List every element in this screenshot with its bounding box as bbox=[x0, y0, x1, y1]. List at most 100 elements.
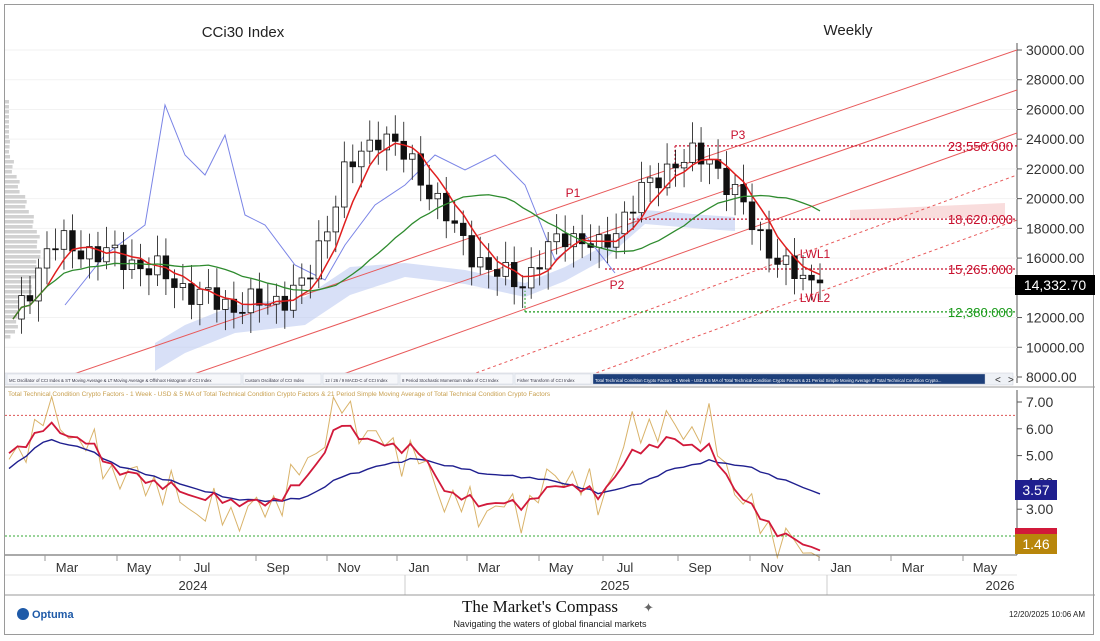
candle-body bbox=[145, 268, 153, 276]
pivot-annotation: P3 bbox=[731, 128, 746, 142]
volume-profile-bar bbox=[5, 125, 9, 129]
volume-profile-bar bbox=[5, 295, 27, 299]
indicator-title: Total Technical Condition Crypto Factors… bbox=[8, 391, 551, 398]
indicator-tab-bar: MC Oscillator of CCI Index & ST Moving A… bbox=[4, 372, 1014, 386]
volume-profile-bar bbox=[5, 245, 37, 249]
volume-profile-bar bbox=[5, 335, 11, 339]
volume-profile-bar bbox=[5, 170, 12, 174]
indicator-tab-label: Fisher Transform of CCI Index bbox=[517, 378, 575, 383]
month-label: Mar bbox=[902, 560, 925, 575]
candle-body bbox=[69, 230, 76, 252]
candle-body bbox=[621, 211, 628, 235]
tab-prev-icon: < bbox=[995, 375, 1001, 386]
candle-body bbox=[544, 241, 552, 270]
volume-profile-bar bbox=[5, 320, 17, 324]
volume-profile-bar bbox=[5, 290, 32, 294]
volume-profile-bar bbox=[5, 325, 18, 329]
level-label: 23,550.000 bbox=[948, 139, 1013, 154]
volume-profile-bar bbox=[5, 255, 41, 259]
trend-channel-line bbox=[184, 89, 1018, 378]
candle-body bbox=[443, 192, 450, 222]
candle-body bbox=[629, 211, 637, 214]
candle-body bbox=[103, 247, 110, 263]
tcf-ma5-line bbox=[8, 421, 821, 552]
volume-profile-bar bbox=[5, 310, 24, 314]
volume-profile-bar bbox=[5, 185, 18, 189]
price-tick-label: 18000.00 bbox=[1026, 220, 1085, 236]
month-label: Mar bbox=[478, 560, 501, 575]
candle-body bbox=[460, 222, 467, 236]
price-tick-label: 26000.00 bbox=[1026, 101, 1085, 117]
month-label: Jul bbox=[194, 560, 211, 575]
ichimoku-cloud bbox=[155, 210, 735, 371]
indicator-tab-label: Custom Oscillator of CCI Index bbox=[245, 378, 305, 383]
volume-profile-bar bbox=[5, 140, 10, 144]
volume-profile-bar bbox=[5, 205, 26, 209]
candle-body bbox=[307, 277, 314, 280]
volume-profile-bar bbox=[5, 120, 9, 124]
candle-body bbox=[205, 287, 212, 290]
indicator-tick-label: 6.00 bbox=[1026, 421, 1053, 437]
indicator-panel: Total Technical Condition Crypto Factors… bbox=[5, 386, 1095, 560]
candle-body bbox=[510, 262, 518, 288]
candle-body bbox=[111, 244, 119, 249]
candle-body bbox=[519, 286, 526, 289]
volume-profile-bar bbox=[5, 240, 38, 244]
chart-svg: CCi30 Index Weekly 23,550.000 18,620.000 1… bbox=[4, 22, 1095, 629]
candle-body bbox=[553, 233, 560, 243]
compass-icon: ✦ bbox=[643, 600, 654, 615]
pivot-annotation: LWL2 bbox=[800, 291, 831, 305]
volume-profile-bar bbox=[5, 200, 27, 204]
volume-profile-bar bbox=[5, 135, 9, 139]
candle-body bbox=[782, 255, 790, 265]
volume-profile-bar bbox=[5, 270, 39, 274]
indicator-tab-label: Total Technical Condition Crypto Factors… bbox=[595, 378, 941, 383]
volume-profile-bar bbox=[5, 315, 18, 319]
volume-profile-bar bbox=[5, 275, 36, 279]
volume-profile-bar bbox=[5, 195, 26, 199]
volume-profile-bar bbox=[5, 260, 37, 264]
volume-profile-bar bbox=[5, 210, 29, 214]
month-label: Mar bbox=[56, 560, 79, 575]
trend-channel-line bbox=[64, 49, 1018, 378]
optuma-brand: Optuma bbox=[32, 609, 74, 621]
candle-body bbox=[298, 277, 306, 286]
candle-body bbox=[341, 161, 348, 208]
badge-gold-value: 1.46 bbox=[1022, 536, 1049, 552]
candle-body bbox=[808, 274, 815, 281]
candle-body bbox=[468, 235, 475, 268]
candle-body bbox=[179, 283, 187, 288]
tcf-raw-line bbox=[8, 394, 821, 560]
candle-body bbox=[434, 192, 441, 200]
month-label: Jan bbox=[409, 560, 430, 575]
indicator-tick-label: 5.00 bbox=[1026, 448, 1053, 464]
indicator-tab bbox=[242, 373, 322, 385]
site-title: The Market's Compass bbox=[462, 597, 618, 616]
candle-body bbox=[527, 267, 535, 289]
month-label: Sep bbox=[688, 560, 711, 575]
candle-body bbox=[493, 269, 501, 277]
candle-body bbox=[765, 229, 773, 259]
candle-body bbox=[774, 257, 781, 265]
volume-profile-bar bbox=[5, 115, 9, 119]
candle-body bbox=[120, 244, 127, 271]
candle-body bbox=[646, 177, 654, 183]
volume-profile-bar bbox=[5, 190, 20, 194]
badge-red bbox=[1015, 528, 1057, 534]
candle-body bbox=[222, 298, 229, 310]
candle-body bbox=[655, 177, 662, 189]
volume-profile-bar bbox=[5, 160, 14, 164]
indicator-tick-label: 7.00 bbox=[1026, 394, 1053, 410]
ma-short-line bbox=[12, 142, 821, 320]
pivot-annotation: LWL1 bbox=[800, 247, 831, 261]
month-label: May bbox=[973, 560, 998, 575]
candle-body bbox=[392, 133, 399, 142]
price-tick-label: 30000.00 bbox=[1026, 42, 1085, 58]
volume-profile-bar bbox=[5, 230, 37, 234]
candle-body bbox=[672, 163, 679, 169]
candle-body bbox=[281, 295, 289, 311]
candle-body bbox=[477, 257, 484, 268]
lagging-span-line bbox=[64, 103, 616, 306]
trend-channel-line bbox=[464, 174, 1018, 378]
indicator-tab bbox=[399, 373, 514, 385]
